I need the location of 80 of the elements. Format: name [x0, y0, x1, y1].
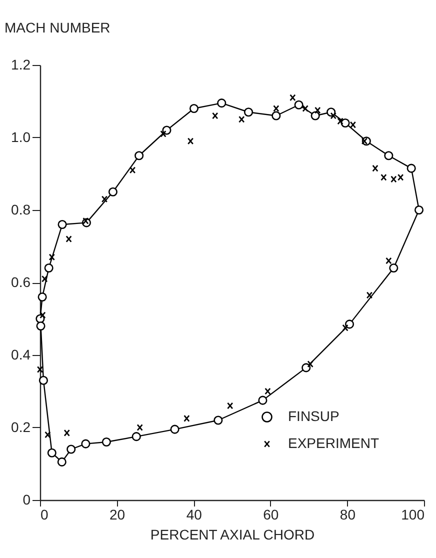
point [227, 402, 234, 410]
point [390, 176, 397, 183]
point [384, 151, 394, 160]
point [340, 118, 350, 128]
y-tick-label: 0.2 [11, 419, 31, 435]
point [82, 217, 89, 224]
x-tick-label: 20 [110, 506, 126, 522]
point [66, 444, 76, 454]
point [372, 164, 378, 172]
point [189, 104, 199, 114]
point [64, 429, 70, 436]
point [170, 424, 180, 434]
point [366, 292, 373, 299]
point [380, 174, 387, 181]
y-axis-title: MACH NUMBER [4, 20, 110, 36]
point [350, 121, 356, 128]
legend-label: FINSUP [288, 408, 340, 424]
point [212, 112, 218, 120]
point [264, 388, 271, 395]
point [389, 263, 398, 273]
point [302, 363, 311, 372]
point [58, 220, 67, 230]
point [47, 448, 56, 458]
x-tick-label: 40 [186, 506, 202, 522]
point [238, 116, 245, 123]
point [314, 106, 321, 114]
legend-label: EXPERIMENT [288, 435, 380, 451]
point [162, 126, 172, 135]
point [36, 366, 44, 374]
point [36, 321, 46, 331]
point [307, 360, 314, 368]
y-tick-label: 0.8 [11, 202, 31, 218]
x-tick-label: 80 [340, 506, 356, 522]
point [273, 104, 280, 112]
y-tick-label: 1.0 [11, 129, 31, 145]
point [344, 320, 354, 329]
point [129, 166, 136, 174]
point [102, 437, 111, 447]
point [108, 187, 118, 196]
point [160, 130, 166, 138]
x-tick-label: 60 [263, 506, 279, 522]
point [187, 138, 194, 145]
point [272, 111, 281, 120]
point [48, 254, 55, 261]
point [290, 94, 296, 102]
point [66, 235, 72, 243]
y-tick-label: 0.4 [11, 346, 31, 362]
point [342, 324, 348, 332]
point [330, 112, 336, 120]
point [244, 108, 254, 117]
point [414, 205, 424, 215]
y-tick-label: 0 [22, 492, 31, 508]
point [101, 196, 108, 203]
y-tick-label: 1.2 [11, 56, 31, 72]
x-tick-label: 100 [401, 506, 425, 522]
y-tick-label: 0.6 [11, 274, 31, 290]
point [386, 257, 392, 264]
point [302, 104, 308, 112]
point [294, 100, 304, 110]
point [42, 275, 48, 282]
point [81, 439, 90, 448]
point [258, 396, 268, 405]
point [406, 164, 416, 173]
point [57, 457, 66, 466]
point [38, 292, 47, 302]
point [214, 416, 223, 425]
point [217, 98, 226, 108]
point [132, 432, 141, 442]
point [310, 111, 320, 120]
point [184, 414, 190, 422]
point [38, 376, 48, 385]
point [361, 138, 368, 145]
point [44, 263, 54, 273]
point [44, 431, 51, 438]
point [136, 424, 143, 432]
x-tick-label: 0 [40, 506, 48, 522]
point [134, 151, 144, 160]
point [337, 118, 344, 125]
point [398, 174, 404, 181]
x-axis-title: PERCENT AXIAL CHORD [150, 526, 315, 542]
